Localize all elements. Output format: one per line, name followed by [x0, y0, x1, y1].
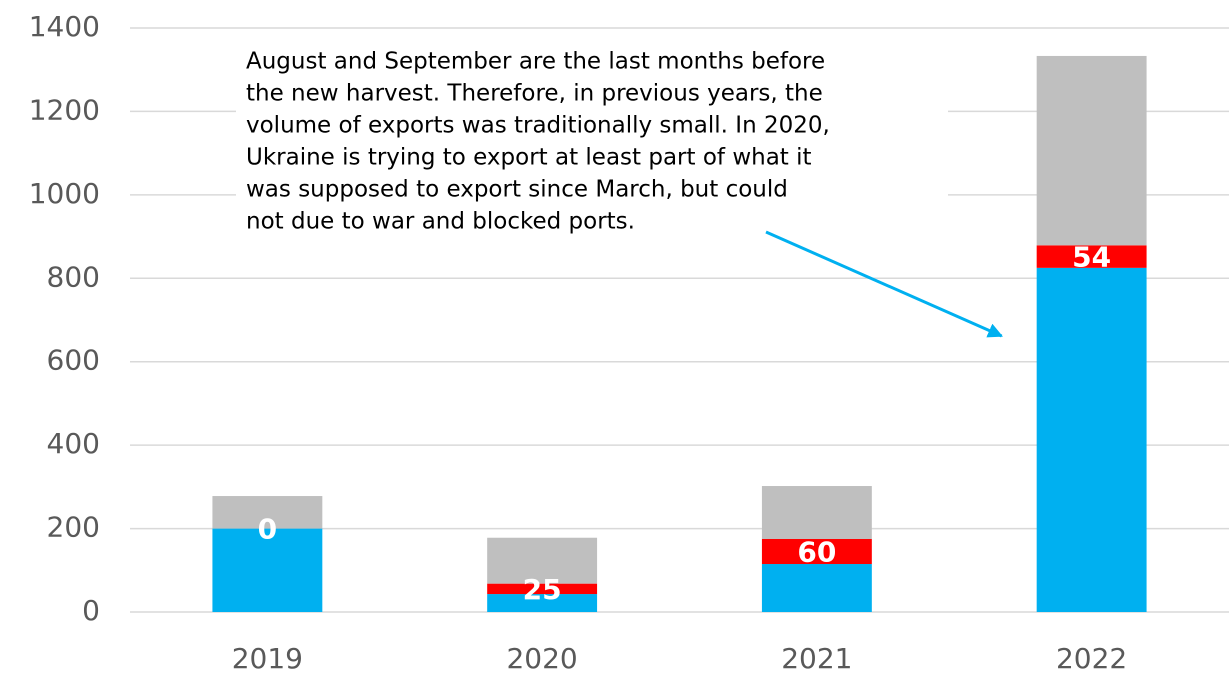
y-tick-label: 800 [47, 260, 100, 293]
y-tick-label: 1400 [29, 10, 100, 43]
bar-segment [212, 528, 323, 612]
annotation-background [236, 40, 948, 240]
annotation-text: volume of exports was traditionally smal… [246, 113, 830, 139]
data-label: 54 [1072, 241, 1111, 274]
annotation-text: was supposed to export since March, but … [246, 177, 788, 203]
bar-segment [761, 564, 872, 612]
x-tick-label: 2022 [1056, 642, 1127, 675]
y-tick-label: 1200 [29, 93, 100, 126]
bar-segment [1036, 245, 1147, 268]
bar-segment [487, 594, 598, 612]
bar-segment [487, 583, 598, 595]
bar-segment [761, 486, 872, 539]
x-tick-label: 2020 [506, 642, 577, 675]
y-tick-label: 1000 [29, 177, 100, 210]
bar-segment [1036, 55, 1147, 246]
annotation-text: August and September are the last months… [246, 49, 825, 75]
y-tick-label: 400 [47, 427, 100, 460]
annotation-text: the new harvest. Therefore, in previous … [246, 81, 823, 107]
annotation-arrow [765, 230, 1003, 338]
y-tick-label: 600 [47, 344, 100, 377]
data-label: 25 [523, 573, 562, 606]
bar-segment [1036, 267, 1147, 612]
annotation-text: not due to war and blocked ports. [246, 209, 635, 235]
data-label: 0 [258, 513, 277, 546]
x-tick-label: 2019 [232, 642, 303, 675]
y-tick-label: 200 [47, 511, 100, 544]
bar-segment [487, 537, 598, 584]
bar-segment [212, 496, 323, 529]
x-tick-label: 2021 [781, 642, 852, 675]
y-tick-label: 0 [82, 594, 100, 627]
data-label: 60 [797, 536, 836, 569]
annotation-text: Ukraine is trying to export at least par… [246, 145, 812, 171]
bar-segment [761, 539, 872, 565]
